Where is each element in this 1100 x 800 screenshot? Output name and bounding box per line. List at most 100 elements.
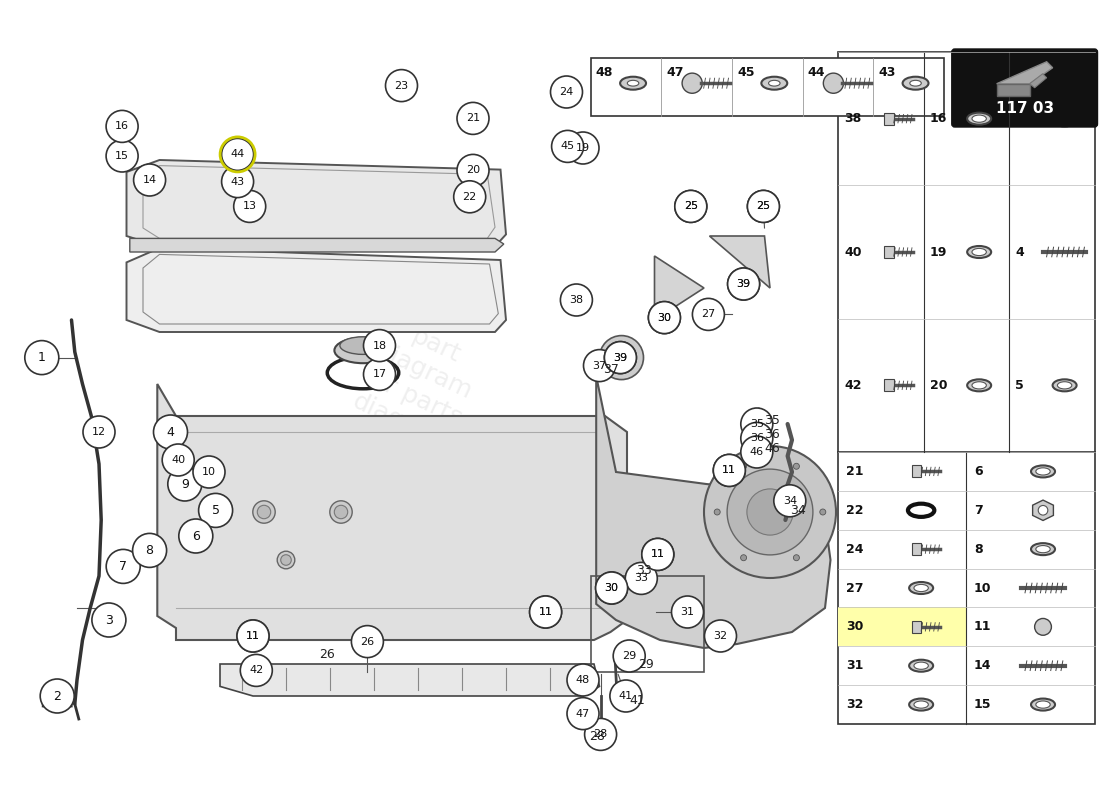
Text: 42: 42: [844, 379, 861, 392]
Text: 28: 28: [594, 730, 607, 739]
Circle shape: [41, 679, 74, 713]
Ellipse shape: [607, 344, 635, 371]
Circle shape: [25, 341, 58, 374]
Circle shape: [133, 164, 166, 196]
Circle shape: [551, 130, 584, 162]
Text: 47: 47: [667, 66, 684, 79]
Text: 39: 39: [614, 353, 627, 362]
Text: 9: 9: [180, 478, 189, 490]
Text: 25: 25: [684, 202, 697, 211]
Text: 48: 48: [576, 675, 590, 685]
Text: 11: 11: [539, 607, 552, 617]
Text: 4: 4: [1015, 246, 1024, 258]
Circle shape: [456, 102, 490, 134]
Text: 11: 11: [723, 466, 736, 475]
Bar: [884, 246, 893, 258]
Text: 20: 20: [930, 379, 947, 392]
Ellipse shape: [627, 80, 639, 86]
Text: 26: 26: [361, 637, 374, 646]
Circle shape: [363, 358, 396, 390]
Text: 7: 7: [119, 560, 128, 573]
Text: 34: 34: [783, 496, 796, 506]
Text: 48: 48: [596, 66, 613, 79]
Circle shape: [456, 154, 490, 186]
Ellipse shape: [972, 382, 987, 389]
Ellipse shape: [910, 80, 922, 86]
Text: 30: 30: [658, 313, 671, 322]
Circle shape: [240, 654, 273, 686]
Ellipse shape: [903, 77, 928, 90]
Circle shape: [727, 268, 760, 300]
Text: 16: 16: [116, 122, 129, 131]
Bar: [912, 543, 921, 555]
Text: 29: 29: [638, 658, 653, 670]
Ellipse shape: [761, 77, 788, 90]
Text: 23: 23: [395, 81, 408, 90]
Circle shape: [566, 132, 600, 164]
Text: 15: 15: [116, 151, 129, 161]
Circle shape: [595, 572, 628, 604]
Circle shape: [727, 469, 813, 555]
Ellipse shape: [914, 662, 928, 670]
Text: 33: 33: [635, 574, 648, 583]
Text: 36: 36: [750, 434, 763, 443]
Circle shape: [277, 551, 295, 569]
Text: 3: 3: [104, 614, 113, 626]
Text: 26: 26: [319, 648, 334, 661]
Circle shape: [773, 485, 806, 517]
Circle shape: [751, 419, 762, 429]
Circle shape: [396, 81, 407, 90]
Text: 25: 25: [757, 202, 770, 211]
Ellipse shape: [967, 246, 991, 258]
Bar: [884, 113, 893, 125]
Circle shape: [747, 489, 793, 535]
Text: 28: 28: [590, 730, 605, 742]
Circle shape: [641, 538, 674, 570]
Text: 31: 31: [681, 607, 694, 617]
Text: 47: 47: [576, 709, 590, 718]
Circle shape: [566, 664, 600, 696]
Text: 1: 1: [37, 351, 46, 364]
Polygon shape: [126, 160, 506, 246]
Text: 8: 8: [145, 544, 154, 557]
Text: 42: 42: [250, 666, 263, 675]
Circle shape: [280, 554, 292, 566]
Text: 19: 19: [930, 246, 947, 258]
Circle shape: [604, 342, 637, 374]
Text: 11: 11: [974, 620, 991, 634]
Circle shape: [674, 190, 707, 222]
Circle shape: [674, 190, 707, 222]
Circle shape: [106, 140, 139, 172]
Circle shape: [1038, 506, 1048, 515]
Text: 2: 2: [53, 690, 62, 702]
Text: 38: 38: [570, 295, 583, 305]
Text: 33: 33: [636, 564, 651, 577]
Text: 39: 39: [737, 279, 750, 289]
Text: 8: 8: [974, 542, 982, 556]
Circle shape: [671, 596, 704, 628]
Polygon shape: [997, 62, 1053, 84]
Polygon shape: [1033, 500, 1054, 521]
Text: 5: 5: [211, 504, 220, 517]
Polygon shape: [654, 256, 704, 320]
Text: 10: 10: [202, 467, 216, 477]
Circle shape: [199, 494, 232, 527]
Text: 11: 11: [651, 550, 664, 559]
Circle shape: [330, 501, 352, 523]
Bar: [591, 58, 944, 116]
Circle shape: [740, 422, 773, 454]
Text: 117 03: 117 03: [996, 101, 1054, 116]
Circle shape: [740, 436, 773, 468]
Text: 27: 27: [846, 582, 864, 594]
Circle shape: [820, 509, 826, 515]
Circle shape: [236, 620, 270, 652]
Circle shape: [566, 698, 600, 730]
Text: 10: 10: [974, 582, 991, 594]
Ellipse shape: [914, 584, 928, 591]
Text: 11: 11: [246, 631, 260, 641]
Text: 21: 21: [466, 114, 480, 123]
Text: 22: 22: [463, 192, 476, 202]
Text: 44: 44: [807, 66, 825, 79]
Circle shape: [550, 76, 583, 108]
Circle shape: [92, 603, 125, 637]
